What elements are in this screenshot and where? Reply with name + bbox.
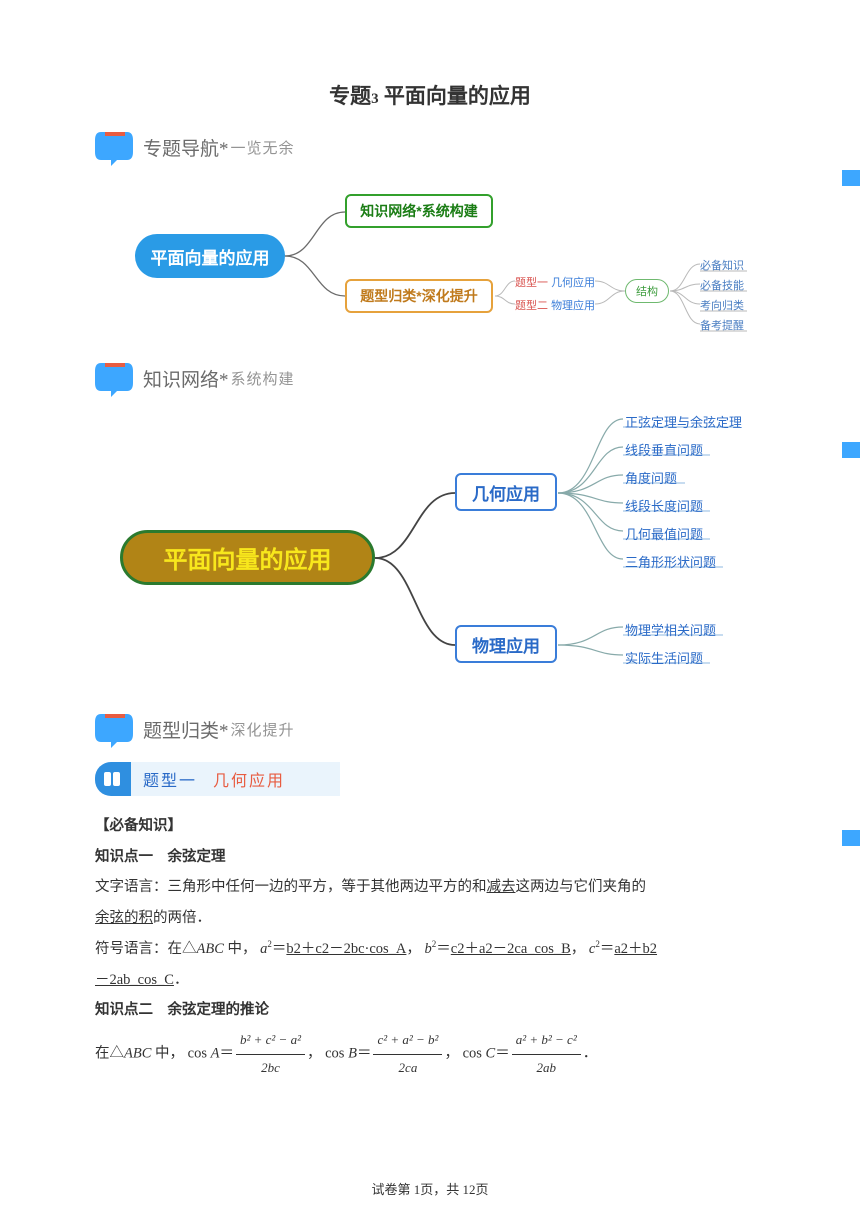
section-knowledge-cn: 知识网络*	[143, 365, 229, 392]
d2-leaf: 物理学相关问题	[625, 620, 716, 639]
body-text: 【必备知识】 知识点一 余弦定理 文字语言：三角形中任何一边的平方，等于其他两边…	[95, 812, 765, 1081]
para-text-definition2: 余弦的积的两倍．	[95, 904, 765, 934]
d2-root-node: 平面向量的应用	[120, 530, 375, 585]
nav-diagram: 平面向量的应用 知识网络*系统构建 题型归类*深化提升 题型一 几何应用 题型二…	[105, 174, 765, 349]
type-name: 几何应用	[213, 767, 285, 791]
d2-box-geometry: 几何应用	[455, 473, 557, 511]
d1-jiegou-node: 结构	[625, 279, 669, 303]
d1-box-knowledge: 知识网络*系统构建	[345, 194, 493, 228]
d1-box-types: 题型归类*深化提升	[345, 279, 493, 313]
d2-leaf: 线段垂直问题	[625, 440, 703, 459]
heading-kp2: 知识点二 余弦定理的推论	[95, 996, 765, 1026]
d2-leaf: 角度问题	[625, 468, 677, 487]
side-marker	[842, 830, 860, 846]
d1-leaf: 必备知识	[700, 257, 744, 273]
d1-label-type1: 题型一 几何应用	[515, 274, 595, 290]
bubble-icon	[95, 710, 137, 748]
type-pill: 题型一 几何应用	[95, 762, 340, 796]
section-types-sub: 深化提升	[231, 719, 295, 740]
page-footer: 试卷第 1页，共 12页	[0, 1179, 860, 1198]
d2-box-physics: 物理应用	[455, 625, 557, 663]
title-pre: 专题	[329, 84, 371, 108]
title-num: 3	[371, 91, 379, 107]
section-header-types: 题型归类* 深化提升	[95, 710, 765, 748]
para-formula-cosine-cont: －2ab_cos_C．	[95, 966, 765, 996]
books-icon	[95, 762, 131, 796]
d1-label-type2: 题型二 物理应用	[515, 297, 595, 313]
title-post: 平面向量的应用	[379, 84, 531, 108]
para-formula-cosine: 符号语言：在△ABC 中， a2＝b2＋c2－2bc·cos_A， b2＝c2＋…	[95, 935, 765, 965]
d2-leaf: 正弦定理与余弦定理	[625, 412, 742, 431]
formula-c-part1: a2＋b2	[614, 941, 657, 957]
formula-c-part2: －2ab_cos_C	[95, 972, 174, 988]
section-nav-cn: 专题导航*	[143, 134, 229, 161]
para-text-definition: 文字语言：三角形中任何一边的平方，等于其他两边平方的和减去这两边与它们夹角的	[95, 873, 765, 903]
heading-kp1: 知识点一 余弦定理	[95, 843, 765, 873]
side-marker	[842, 442, 860, 458]
d2-leaf: 实际生活问题	[625, 648, 703, 667]
d1-leaf: 考向归类	[700, 297, 744, 313]
para-corollary: 在△ABC 中， cos A＝b² + c² − a²2bc， cos B＝c²…	[95, 1027, 765, 1081]
d2-leaf: 线段长度问题	[625, 496, 703, 515]
page-title: 专题3 平面向量的应用	[95, 80, 765, 110]
d2-leaf: 三角形形状问题	[625, 552, 716, 571]
bubble-icon	[95, 359, 137, 397]
d1-leaf: 备考提醒	[700, 317, 744, 333]
heading-required: 【必备知识】	[95, 812, 765, 842]
section-nav-sub: 一览无余	[231, 137, 295, 158]
knowledge-diagram: 平面向量的应用 几何应用 物理应用 正弦定理与余弦定理 线段垂直问题 角度问题 …	[95, 405, 765, 700]
section-knowledge-sub: 系统构建	[231, 368, 295, 389]
d2-leaf: 几何最值问题	[625, 524, 703, 543]
section-types-cn: 题型归类*	[143, 716, 229, 743]
d1-leaf: 必备技能	[700, 277, 744, 293]
bubble-icon	[95, 128, 137, 166]
type-number: 题型一	[143, 767, 197, 791]
section-header-nav: 专题导航* 一览无余	[95, 128, 765, 166]
section-header-knowledge: 知识网络* 系统构建	[95, 359, 765, 397]
d1-root-node: 平面向量的应用	[135, 234, 285, 278]
side-marker	[842, 170, 860, 186]
